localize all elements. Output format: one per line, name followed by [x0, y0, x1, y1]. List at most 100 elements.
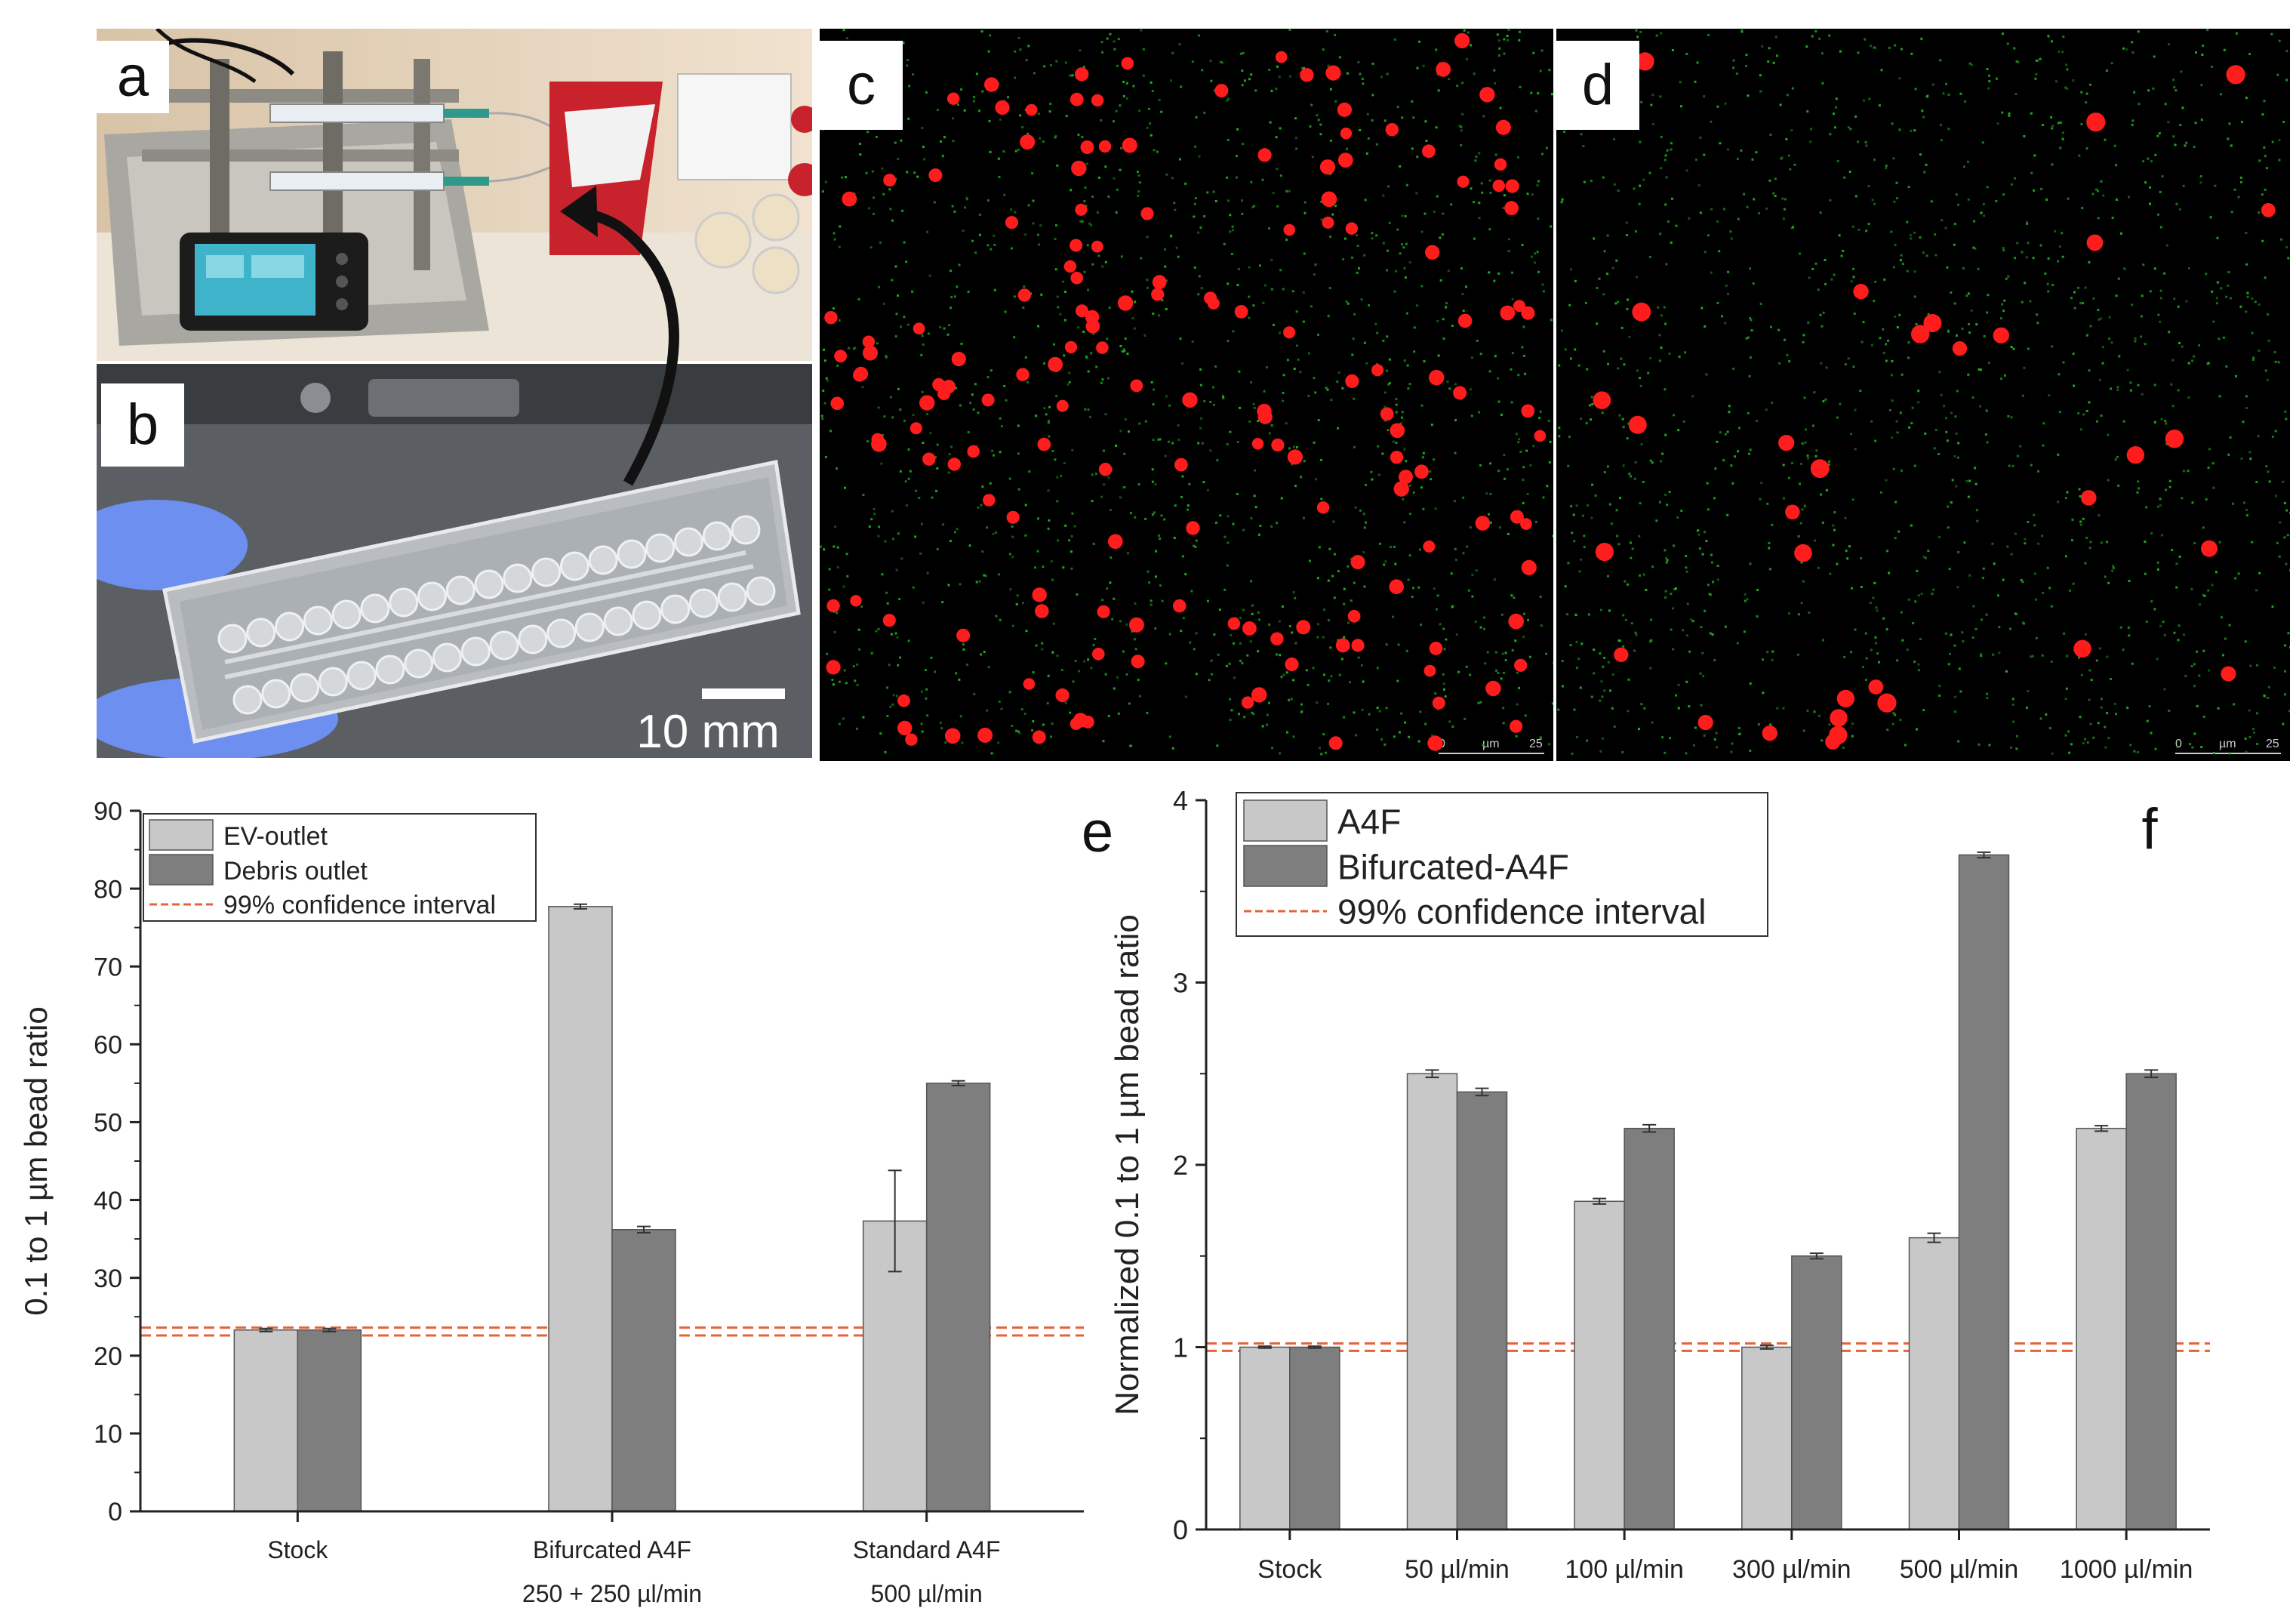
- green-particle: [1961, 631, 1964, 634]
- green-particle: [1316, 636, 1319, 639]
- green-particle: [2256, 743, 2259, 745]
- green-particle: [1203, 112, 1206, 114]
- green-particle: [843, 669, 846, 672]
- green-particle: [1320, 458, 1322, 461]
- green-particle: [2131, 119, 2134, 122]
- red-bead: [1521, 306, 1535, 320]
- green-particle: [836, 566, 839, 569]
- green-particle: [2085, 409, 2088, 412]
- green-particle: [2014, 532, 2017, 535]
- red-bead: [919, 395, 935, 411]
- green-particle: [1709, 632, 1712, 635]
- green-particle: [1442, 673, 1445, 676]
- green-particle: [1707, 508, 1710, 511]
- green-particle: [978, 580, 981, 583]
- green-particle: [1279, 654, 1282, 657]
- green-particle: [833, 232, 836, 235]
- green-particle: [1386, 269, 1388, 272]
- green-particle: [1157, 534, 1160, 537]
- red-bead: [1117, 295, 1134, 311]
- green-particle: [1408, 554, 1411, 557]
- green-particle: [2082, 413, 2085, 416]
- green-particle: [1362, 551, 1365, 553]
- green-particle: [1436, 608, 1438, 611]
- green-particle: [1985, 613, 1988, 616]
- green-particle: [1303, 201, 1307, 204]
- green-particle: [940, 727, 943, 730]
- green-particle: [1814, 539, 1816, 542]
- green-particle: [2153, 383, 2156, 387]
- green-particle: [1897, 530, 1901, 533]
- green-particle: [2099, 317, 2102, 320]
- green-particle: [2140, 335, 2143, 338]
- red-bead: [1521, 559, 1537, 576]
- green-particle: [1725, 284, 1728, 287]
- green-particle: [2185, 141, 2188, 144]
- green-particle: [1697, 533, 1700, 536]
- green-particle: [1943, 405, 1946, 408]
- green-particle: [2256, 664, 2259, 667]
- green-particle: [1319, 747, 1321, 750]
- green-particle: [1017, 730, 1020, 733]
- green-particle: [998, 176, 1001, 178]
- green-particle: [1975, 323, 1978, 326]
- green-particle: [1116, 64, 1119, 67]
- green-particle: [998, 701, 1001, 703]
- green-particle: [1017, 424, 1020, 427]
- green-particle: [1801, 442, 1804, 445]
- green-particle: [1423, 212, 1427, 215]
- green-particle: [2035, 636, 2038, 639]
- red-bead: [1494, 158, 1507, 171]
- green-particle: [1181, 362, 1183, 365]
- green-particle: [1602, 293, 1605, 296]
- green-particle: [1776, 707, 1779, 710]
- green-particle: [1419, 710, 1422, 713]
- green-particle: [2208, 669, 2211, 672]
- green-particle: [1188, 482, 1191, 485]
- green-particle: [1965, 294, 1968, 297]
- green-particle: [2009, 627, 2011, 630]
- legend-label: A4F: [1337, 802, 1401, 841]
- bar-bifurcated-a4f: [1289, 1346, 1340, 1530]
- green-particle: [1927, 550, 1930, 553]
- green-particle: [2245, 232, 2248, 234]
- green-particle: [1387, 429, 1390, 432]
- green-particle: [2263, 100, 2266, 103]
- green-particle: [1216, 744, 1219, 747]
- green-particle: [1392, 440, 1395, 443]
- green-particle: [2239, 180, 2242, 183]
- chip-well: [673, 527, 703, 557]
- green-particle: [1122, 95, 1125, 97]
- green-particle: [1750, 329, 1753, 332]
- green-particle: [2101, 346, 2104, 349]
- green-particle: [1639, 502, 1642, 505]
- green-particle: [2047, 257, 2050, 260]
- green-particle: [2274, 360, 2277, 363]
- green-particle: [1476, 339, 1479, 342]
- green-particle: [889, 208, 892, 211]
- green-particle: [2097, 309, 2100, 312]
- green-particle: [2116, 389, 2119, 392]
- green-particle: [1811, 35, 1814, 38]
- green-particle: [823, 402, 826, 405]
- red-bead: [2081, 490, 2097, 506]
- green-particle: [1258, 618, 1261, 621]
- green-particle: [1101, 51, 1103, 54]
- green-particle: [2193, 146, 2196, 148]
- green-particle: [1408, 383, 1411, 385]
- green-particle: [1488, 513, 1490, 516]
- panel-label-a: a: [97, 41, 169, 113]
- red-bead: [1347, 609, 1361, 623]
- green-particle: [2080, 123, 2083, 125]
- green-particle: [1982, 567, 1985, 570]
- green-particle: [1799, 463, 1802, 465]
- green-particle: [1195, 673, 1198, 676]
- green-particle: [1232, 330, 1235, 333]
- green-particle: [946, 333, 949, 336]
- green-particle: [1885, 343, 1888, 346]
- green-particle: [1771, 658, 1774, 661]
- green-particle: [2149, 202, 2151, 205]
- chip-well: [246, 618, 276, 648]
- green-particle: [1710, 120, 1713, 123]
